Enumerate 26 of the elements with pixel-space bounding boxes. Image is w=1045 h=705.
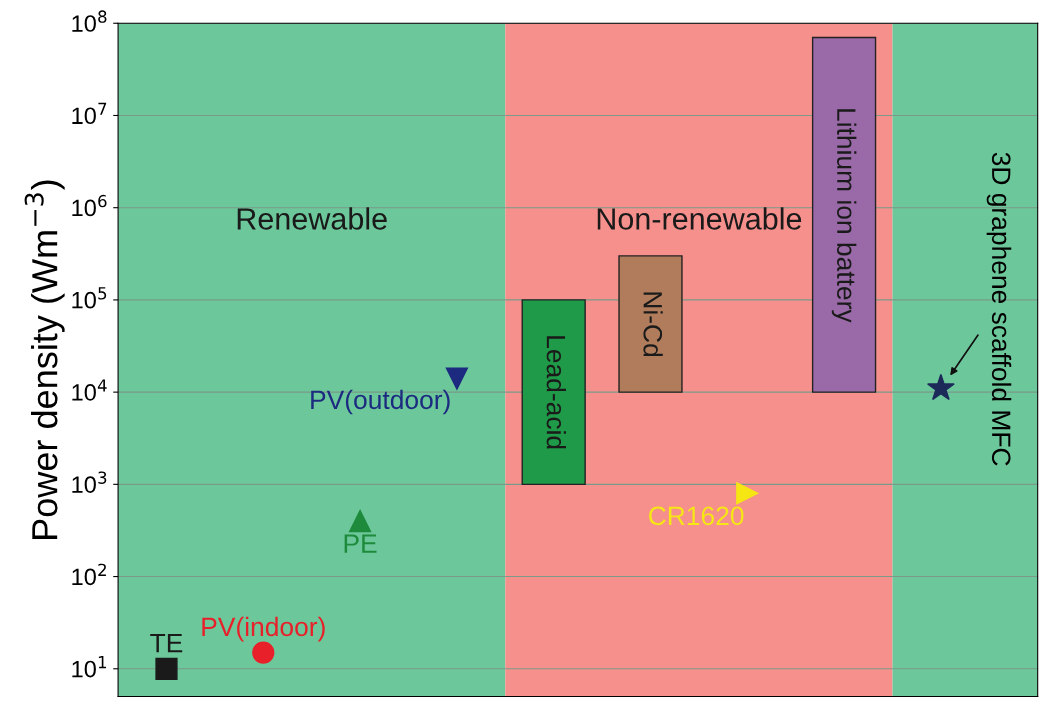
y-tick-label: 10$^{1}$ [72, 656, 107, 678]
point [252, 641, 275, 664]
y-axis-title: Power density (Wm$^{−3}$) [24, 180, 65, 539]
series-label: PE [344, 534, 377, 553]
y-tick-label: 10$^{6}$ [72, 194, 107, 217]
point [445, 367, 468, 390]
point [348, 509, 372, 533]
series-label: Lithium ion battery [831, 109, 857, 323]
text: 3D graphene scaffold MFC [986, 152, 1012, 466]
y-tick-label: 10$^{5}$ [72, 287, 107, 309]
series-label: CR1620 [649, 506, 744, 526]
point [155, 657, 178, 680]
annotation: Non-renewable [597, 207, 802, 230]
y-tick-label: 10$^{2}$ [72, 563, 106, 586]
series-label: Ni-Cd [643, 292, 663, 357]
point [926, 373, 955, 401]
y-tick-label: 10$^{3}$ [72, 471, 107, 493]
y-tick-label: 10$^{8}$ [72, 10, 107, 32]
series-label: PV(outdoor) [311, 389, 450, 415]
point [736, 482, 759, 505]
series-label: PV(indoor) [202, 616, 325, 642]
series-label: TE [150, 634, 183, 653]
annotation: Renewable [237, 207, 387, 230]
y-tick-label: 10$^{7}$ [72, 102, 107, 125]
series-label: Lead-acid [546, 336, 566, 449]
y-tick-label: 10$^{4}$ [72, 379, 107, 401]
